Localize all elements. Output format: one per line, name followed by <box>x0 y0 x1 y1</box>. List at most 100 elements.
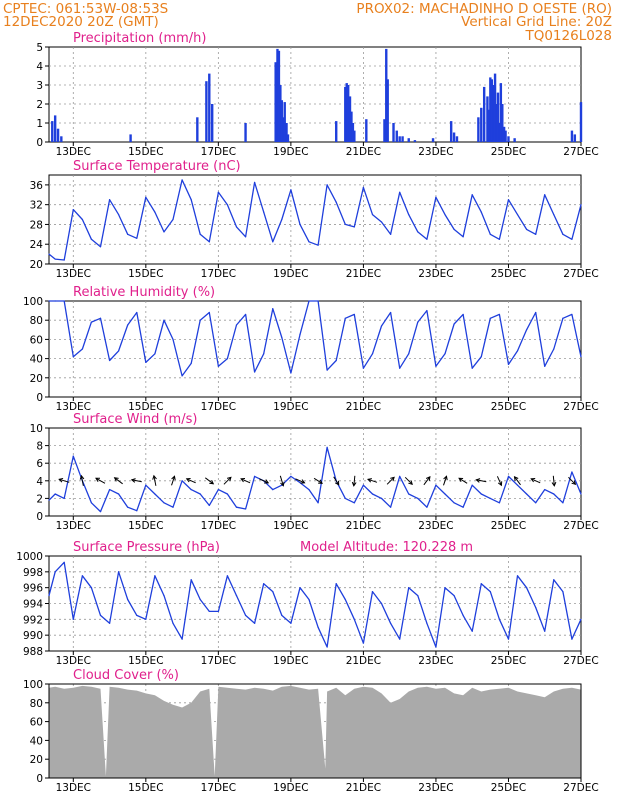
precip-bar <box>570 130 574 142</box>
wind-point <box>453 502 455 504</box>
wind-point <box>172 506 174 508</box>
rh-ytick-label-20: 20 <box>30 373 43 385</box>
rh-ytick-label-100: 100 <box>23 296 43 308</box>
pressure-point <box>526 587 528 589</box>
wind-point <box>145 484 147 486</box>
temp-point <box>226 204 229 206</box>
rh-point <box>344 317 346 319</box>
temp-point <box>136 237 138 239</box>
precip-bar <box>208 73 211 142</box>
pressure-point <box>299 587 301 589</box>
pressure-ytick-label-998: 998 <box>23 567 43 579</box>
wind-arrow-head <box>58 478 64 483</box>
precip-bar <box>507 136 510 142</box>
cloud-frame-top <box>48 683 582 779</box>
pressure-xtick-label-27DEC: 27DEC <box>563 655 598 667</box>
precip-bar <box>279 85 282 142</box>
wind-arrow-head <box>408 480 413 486</box>
cloud-xtick-label-27DEC: 27DEC <box>563 782 598 794</box>
cloud-ytick-label-0: 0 <box>36 773 43 785</box>
rh-point <box>54 300 56 302</box>
precip-bar <box>398 136 401 142</box>
rh-point <box>317 300 319 302</box>
cloud-ytick-label-60: 60 <box>30 717 43 729</box>
precip-bar <box>392 123 395 142</box>
wind-arrow-head <box>351 481 357 487</box>
wind-point <box>498 502 501 504</box>
wind-xtick-label-23DEC: 23DEC <box>418 520 453 532</box>
wind-point <box>48 499 50 501</box>
precip-bar <box>365 119 368 142</box>
temp-point <box>217 191 219 193</box>
temp-point <box>254 181 256 184</box>
pressure-point <box>217 610 219 613</box>
pressure-point <box>562 591 564 593</box>
temp-point <box>90 238 93 240</box>
temp-point <box>172 218 174 221</box>
temp-xtick-label-13DEC: 13DEC <box>56 268 91 280</box>
temp-xtick-label-23DEC: 23DEC <box>418 268 453 280</box>
rh-point <box>553 348 555 350</box>
wind-arrow-head <box>318 479 323 484</box>
temp-point <box>99 246 102 248</box>
pressure-point <box>380 602 383 605</box>
precip-panel: 0 1 2 3 4 5 13DEC 15DEC 17DEC 19DEC 21DEC 23DEC 25DE… <box>36 31 598 158</box>
precip-bar <box>283 102 286 142</box>
wind-arrow-head <box>209 479 215 485</box>
rh-point <box>181 375 183 377</box>
pressure-point <box>426 622 428 624</box>
temp-xtick-label-25DEC: 25DEC <box>491 268 526 280</box>
wind-point <box>272 489 274 491</box>
precip-ytick-label-3: 3 <box>36 80 43 92</box>
temp-point <box>181 179 183 181</box>
wind-point <box>544 489 546 491</box>
wind-point <box>516 484 519 486</box>
wind-ytick-label-6: 6 <box>36 458 43 470</box>
pressure-point <box>72 618 74 620</box>
wind-arrow-head <box>513 475 519 481</box>
rh-point <box>163 319 165 321</box>
precip-bar <box>60 136 63 142</box>
pressure-point <box>344 598 346 601</box>
wind-arrow-shaft <box>313 477 323 484</box>
precip-bar <box>129 134 132 142</box>
wind-panel: 0 2 4 6 8 10 13DEC 15DEC 17DEC 19DEC 21DEC 23DEC 25D… <box>30 412 599 532</box>
wind-arrow-shaft <box>404 476 413 485</box>
wind-arrow-head <box>334 480 340 486</box>
wind-point <box>535 502 537 504</box>
wind-ytick-label-10: 10 <box>30 423 43 435</box>
rh-point <box>217 365 219 367</box>
temp-point <box>435 196 437 198</box>
wind-arrow-shaft <box>80 475 84 486</box>
header-station-name: PROX02: MACHADINHO D OESTE (RO) <box>356 1 612 17</box>
wind-arrow-head <box>497 481 503 487</box>
temp-point <box>562 233 564 235</box>
temp-ytick-label-24: 24 <box>30 239 44 251</box>
wind-arrow-head <box>475 478 481 483</box>
rh-point <box>308 300 310 302</box>
wind-arrow-shaft <box>131 479 142 483</box>
wind-point <box>108 489 111 491</box>
precip-bar <box>492 85 495 142</box>
pressure-panel: 988 990 992 994 996 998 1000 13DEC 15DEC 17DEC 19D… <box>16 540 598 667</box>
pressure-point <box>553 579 555 581</box>
pressure-point <box>317 626 319 628</box>
wind-arrow-shaft <box>496 476 502 486</box>
wind-arrow-head <box>95 477 100 482</box>
wind-point <box>408 493 410 495</box>
precip-ytick-label-4: 4 <box>36 61 43 73</box>
wind-arrow-shaft <box>423 476 431 486</box>
rh-point <box>235 324 238 326</box>
precip-bar <box>286 134 290 142</box>
wind-arrow-shaft <box>153 475 157 486</box>
wind-arrow-head <box>79 474 85 480</box>
wind-arrow-shaft <box>171 476 175 486</box>
precip-bar <box>489 77 492 142</box>
wind-point <box>254 475 256 477</box>
temp-panel: 20 24 28 32 36 13DEC 15DEC 17DEC 19DEC 21DEC 23DEC… <box>30 159 599 280</box>
precip-xtick-label-17DEC: 17DEC <box>201 146 236 158</box>
pressure-point <box>480 583 482 585</box>
rh-point <box>544 365 546 367</box>
temp-point <box>380 221 383 223</box>
pressure-point <box>353 618 355 620</box>
